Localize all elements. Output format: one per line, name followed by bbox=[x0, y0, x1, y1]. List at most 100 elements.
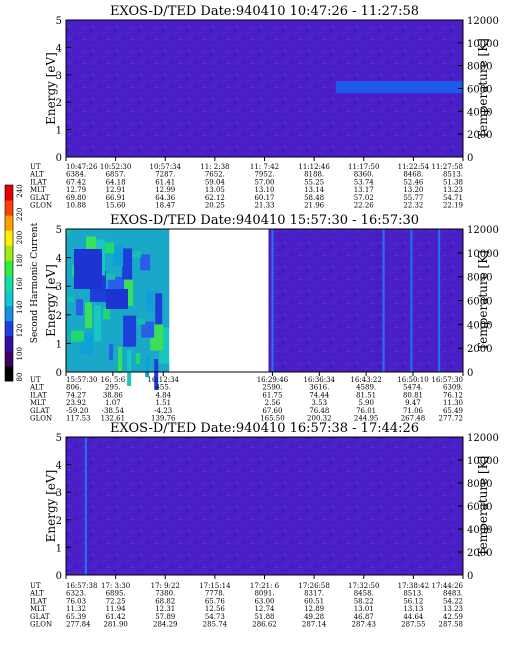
orbit-value: 13.01 bbox=[354, 605, 374, 613]
orbit-value: 62.12 bbox=[205, 194, 225, 202]
orbit-value: 13.05 bbox=[205, 186, 225, 194]
orbit-value: 165.50 bbox=[260, 415, 285, 423]
orbit-value: 22.26 bbox=[354, 202, 375, 210]
orbit-value: 8458. bbox=[354, 590, 374, 598]
orbit-value: 17:38:42 bbox=[398, 582, 429, 590]
colorbar-segment bbox=[5, 215, 13, 231]
spectrogram-panel-1: EXOS-D/TED Date:940410 10:47:26 - 11:27:… bbox=[29, 4, 499, 210]
orbit-value: 13.13 bbox=[403, 605, 423, 613]
orbit-value: 7380. bbox=[155, 590, 175, 598]
panel-title: EXOS-D/TED Date:940410 16:57:38 - 17:44:… bbox=[110, 421, 419, 436]
orbit-value: 200.32 bbox=[307, 415, 332, 423]
orbit-value: 76.01 bbox=[356, 407, 376, 415]
colorbar-segment bbox=[5, 305, 13, 322]
y-tick-label: 1 bbox=[56, 543, 62, 554]
orbit-value: 16:12:34 bbox=[148, 376, 180, 384]
orbit-row-label: GLAT bbox=[30, 194, 50, 202]
orbit-value: 11.30 bbox=[443, 399, 463, 407]
panel-title: EXOS-D/TED Date:940410 10:47:26 - 11:27:… bbox=[110, 4, 419, 19]
y2-tick-label: 10000 bbox=[467, 39, 499, 50]
orbit-value: 12.74 bbox=[254, 605, 275, 613]
orbit-value: 17:21: 6 bbox=[250, 582, 280, 590]
orbit-value: 13.14 bbox=[304, 186, 325, 194]
data-gap bbox=[169, 229, 269, 372]
y2-tick-label: 4000 bbox=[467, 320, 492, 331]
colorbar-segment bbox=[5, 320, 13, 337]
colorbar-tick-label: 140 bbox=[16, 301, 24, 314]
orbit-value: 65.49 bbox=[443, 407, 463, 415]
colorbar-segment bbox=[5, 185, 13, 201]
intense-patch bbox=[94, 305, 102, 342]
orbit-value: 2.56 bbox=[265, 399, 281, 407]
colorbar-segment bbox=[5, 260, 13, 276]
orbit-value: 13.20 bbox=[403, 186, 423, 194]
orbit-value: 16:43:22 bbox=[350, 376, 381, 384]
orbit-value: 58.48 bbox=[304, 194, 324, 202]
colorbar-tick-label: 220 bbox=[16, 208, 24, 221]
orbit-value: 64.18 bbox=[106, 178, 126, 186]
orbit-row-label: ALT bbox=[29, 171, 44, 179]
colorbar-segment bbox=[5, 290, 13, 307]
intense-patch bbox=[99, 273, 116, 280]
intense-patch bbox=[122, 248, 133, 280]
y2-axis-label: Temperature [K] bbox=[476, 250, 490, 351]
y2-tick-label: 12000 bbox=[467, 16, 499, 27]
orbit-value: 117.53 bbox=[66, 415, 91, 423]
orbit-value: 57.02 bbox=[354, 194, 374, 202]
orbit-value: 295. bbox=[105, 384, 121, 392]
orbit-value: 11.94 bbox=[106, 605, 127, 613]
orbit-value: 54.71 bbox=[443, 194, 463, 202]
orbit-value: 16:50:10 bbox=[397, 376, 428, 384]
orbit-value: 13.23 bbox=[443, 605, 463, 613]
orbit-value: 11:22:54 bbox=[398, 163, 430, 171]
orbit-value: 60.17 bbox=[254, 194, 274, 202]
colorbar-tick-label: 180 bbox=[16, 254, 24, 267]
orbit-value: 17:44:26 bbox=[432, 582, 464, 590]
y2-tick-label: 4000 bbox=[467, 525, 492, 536]
orbit-value: 8468. bbox=[403, 171, 423, 179]
orbit-value: 21.96 bbox=[304, 202, 325, 210]
orbit-row-label: GLON bbox=[30, 415, 52, 423]
orbit-value: 16:57:30 bbox=[432, 376, 463, 384]
intense-patch bbox=[103, 308, 111, 320]
y-tick-label: 3 bbox=[56, 282, 62, 293]
orbit-value: 244.95 bbox=[354, 415, 379, 423]
orbit-value: 17: 3:30 bbox=[101, 582, 130, 590]
orbit-value: 13.10 bbox=[254, 186, 274, 194]
orbit-value: 51.38 bbox=[443, 178, 463, 186]
orbit-value: 10:57:34 bbox=[150, 163, 182, 171]
y2-axis-label: Temperature [K] bbox=[476, 38, 490, 139]
orbit-value: 2590. bbox=[262, 384, 282, 392]
spectrogram-panel-3: EXOS-D/TED Date:940410 16:57:38 - 17:44:… bbox=[29, 421, 499, 629]
orbit-row-label: UT bbox=[30, 582, 41, 590]
orbit-row-label: MLT bbox=[30, 399, 46, 407]
colorbar-segment bbox=[5, 200, 13, 216]
orbit-value: 38.86 bbox=[103, 391, 124, 399]
orbit-value: 139.76 bbox=[151, 415, 176, 423]
orbit-value: 281.90 bbox=[103, 621, 128, 629]
orbit-value: 22.19 bbox=[443, 202, 463, 210]
orbit-value: 67.42 bbox=[66, 178, 86, 186]
colorbar-tick-label: 160 bbox=[16, 277, 24, 290]
orbit-value: 8483. bbox=[443, 590, 463, 598]
orbit-value: 11.32 bbox=[66, 605, 86, 613]
orbit-value: 46.87 bbox=[354, 613, 374, 621]
intense-patch bbox=[154, 359, 159, 391]
energy-band bbox=[335, 81, 463, 94]
spectrogram-heatmap bbox=[66, 437, 463, 575]
y-axis-label: Energy [eV] bbox=[44, 264, 58, 337]
orbit-value: 6323. bbox=[66, 590, 86, 598]
orbit-value: 55.25 bbox=[304, 178, 324, 186]
intense-patch bbox=[66, 229, 70, 235]
orbit-value: 11:12:46 bbox=[298, 163, 330, 171]
orbit-value: 20.25 bbox=[205, 202, 225, 210]
orbit-value: 13.23 bbox=[443, 186, 463, 194]
orbit-value: 8513. bbox=[443, 171, 463, 179]
y-tick-label: 4 bbox=[56, 461, 62, 472]
y-tick-label: 4 bbox=[56, 43, 62, 54]
orbit-value: 74.27 bbox=[66, 391, 86, 399]
orbit-value: 72.25 bbox=[106, 597, 126, 605]
orbit-value: 7287. bbox=[155, 171, 175, 179]
colorbar-tick-label: 100 bbox=[16, 347, 24, 360]
